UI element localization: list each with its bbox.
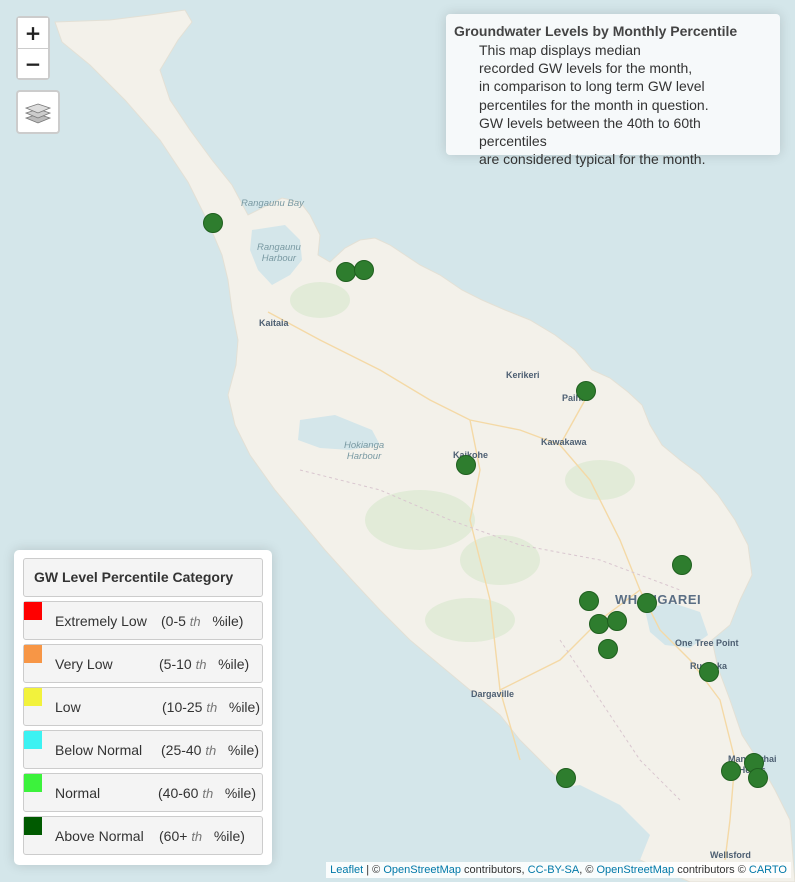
site-marker[interactable] — [598, 639, 618, 659]
land-northland — [54, 9, 795, 882]
legend-label: Above Normal — [55, 828, 144, 844]
legend-range: (10-25 th %ile) — [162, 699, 260, 715]
legend-title: GW Level Percentile Category — [23, 558, 263, 597]
legend-range: (5-10 th %ile) — [159, 656, 250, 672]
label-one-tree-point: One Tree Point — [675, 638, 739, 648]
legend-label: Normal — [55, 785, 101, 801]
legend-label: Below Normal — [55, 742, 143, 758]
osm-link-2[interactable]: OpenStreetMap — [596, 864, 675, 876]
site-marker[interactable] — [607, 611, 627, 631]
info-line: This map displays median — [479, 42, 641, 58]
layers-icon — [24, 103, 52, 124]
label-hokianga-harbour: Hokianga Harbour — [344, 440, 385, 462]
label-dargaville: Dargaville — [471, 689, 515, 699]
legend-item-normal: Normal (40-60 th %ile) — [23, 773, 263, 812]
site-marker[interactable] — [203, 213, 223, 233]
legend-swatch — [24, 645, 42, 663]
zoom-control: + − — [16, 16, 50, 80]
legend-swatch — [24, 688, 42, 706]
water-hokianga-harbour — [298, 415, 380, 450]
label-paihia: Paihia — [562, 393, 589, 403]
legend-swatch — [24, 774, 42, 792]
legend-swatch — [24, 731, 42, 749]
site-marker[interactable] — [721, 761, 741, 781]
site-marker[interactable] — [699, 662, 719, 682]
legend-range: (40-60 th %ile) — [158, 785, 256, 801]
site-marker[interactable] — [556, 768, 576, 788]
label-kaitaia: Kaitaia — [259, 318, 289, 328]
info-line: percentiles for the month in question. — [479, 96, 709, 113]
legend-item-very-low: Very Low (5-10 th %ile) — [23, 644, 263, 683]
zoom-out-button[interactable]: − — [18, 48, 48, 78]
green-areas — [290, 282, 635, 642]
legend-item-below-normal: Below Normal (25-40 th %ile) — [23, 730, 263, 769]
legend-item-low: Low (10-25 th %ile) — [23, 687, 263, 726]
legend-range: (60+ th %ile) — [159, 828, 245, 844]
info-line: in comparison to long term GW level — [479, 78, 705, 95]
attribution: Leaflet | © OpenStreetMap contributors, … — [326, 862, 791, 878]
info-line: recorded GW levels for the month, — [479, 60, 693, 77]
water-rangaunu-harbour — [250, 225, 302, 285]
osm-link[interactable]: OpenStreetMap — [383, 864, 461, 876]
legend-panel: GW Level Percentile Category Extremely L… — [14, 550, 272, 865]
water-whangarei-harbour — [645, 602, 708, 648]
label-rangaunu-bay: Rangaunu Bay — [241, 198, 304, 209]
info-panel: Groundwater Levels by Monthly Percentile… — [446, 14, 780, 167]
district-boundaries — [299, 469, 681, 801]
info-title: Groundwater Levels by Monthly Percentile — [454, 23, 738, 39]
label-kaikohe: Kaikohe — [453, 450, 489, 460]
carto-link[interactable]: CARTO — [748, 864, 787, 876]
legend-item-above-normal: Above Normal (60+ th %ile) — [23, 816, 263, 855]
label-kerikeri: Kerikeri — [506, 370, 540, 380]
label-whangarei: WHANGAREI — [615, 592, 702, 607]
legend-item-extremely-low: Extremely Low (0-5 th %ile) — [23, 601, 263, 640]
site-marker[interactable] — [579, 591, 599, 611]
legend-label: Extremely Low — [55, 613, 147, 629]
site-marker[interactable] — [354, 260, 374, 280]
site-marker[interactable] — [637, 593, 657, 613]
site-marker[interactable] — [456, 455, 476, 475]
info-line: GW levels between the 40th to 60th perce… — [479, 114, 701, 150]
label-rangaunu-harbour: Rangaunu Harbour — [257, 242, 301, 264]
legend-label: Very Low — [55, 656, 113, 672]
legend-range: (0-5 th %ile) — [161, 613, 244, 629]
site-marker[interactable] — [589, 614, 609, 634]
legend-range: (25-40 th %ile) — [161, 742, 259, 758]
water-kaipara-harbour — [545, 785, 650, 860]
legend-label: Low — [55, 699, 81, 715]
site-marker[interactable] — [672, 555, 692, 575]
label-wellsford: Wellsford — [710, 850, 751, 860]
legend-swatch — [24, 817, 42, 835]
site-marker[interactable] — [576, 381, 596, 401]
leaflet-link[interactable]: Leaflet — [330, 864, 364, 876]
zoom-in-button[interactable]: + — [18, 18, 48, 48]
label-kawakawa: Kawakawa — [541, 437, 587, 447]
legend-swatch — [24, 602, 42, 620]
roads — [267, 311, 736, 861]
site-marker[interactable] — [336, 262, 356, 282]
site-marker[interactable] — [748, 768, 768, 788]
info-line: are considered typical for the month. — [479, 151, 706, 168]
layers-button[interactable] — [16, 90, 60, 134]
cc-by-sa-link[interactable]: CC-BY-SA — [527, 864, 580, 876]
